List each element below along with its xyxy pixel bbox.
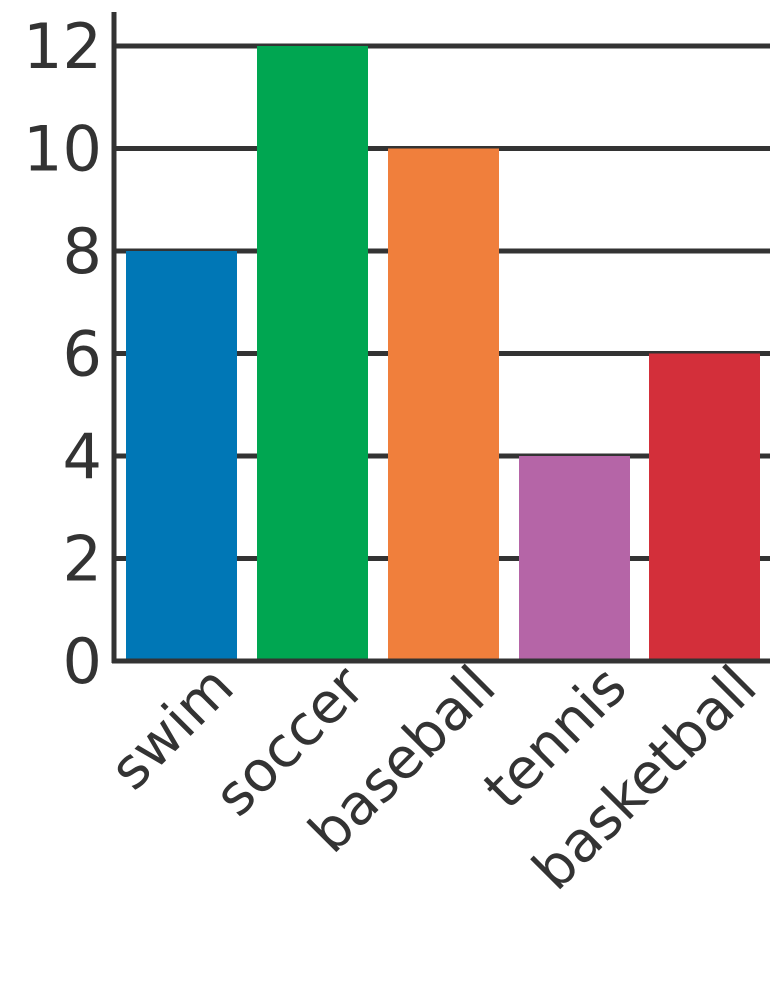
bar-basketball bbox=[649, 353, 760, 661]
bars bbox=[126, 46, 760, 661]
y-tick-label: 6 bbox=[63, 318, 102, 391]
bar-swim bbox=[126, 251, 237, 661]
bar-tennis bbox=[519, 456, 630, 661]
y-tick-label: 4 bbox=[63, 420, 102, 493]
y-tick-labels: 0 2 4 6 8 10 12 bbox=[23, 10, 102, 698]
bar-baseball bbox=[388, 148, 499, 661]
bar-soccer bbox=[257, 46, 368, 661]
y-tick-label: 2 bbox=[63, 523, 102, 596]
y-tick-label: 8 bbox=[63, 215, 102, 288]
y-tick-label: 10 bbox=[23, 113, 102, 186]
y-tick-label: 0 bbox=[63, 625, 102, 698]
y-tick-label: 12 bbox=[23, 10, 102, 83]
